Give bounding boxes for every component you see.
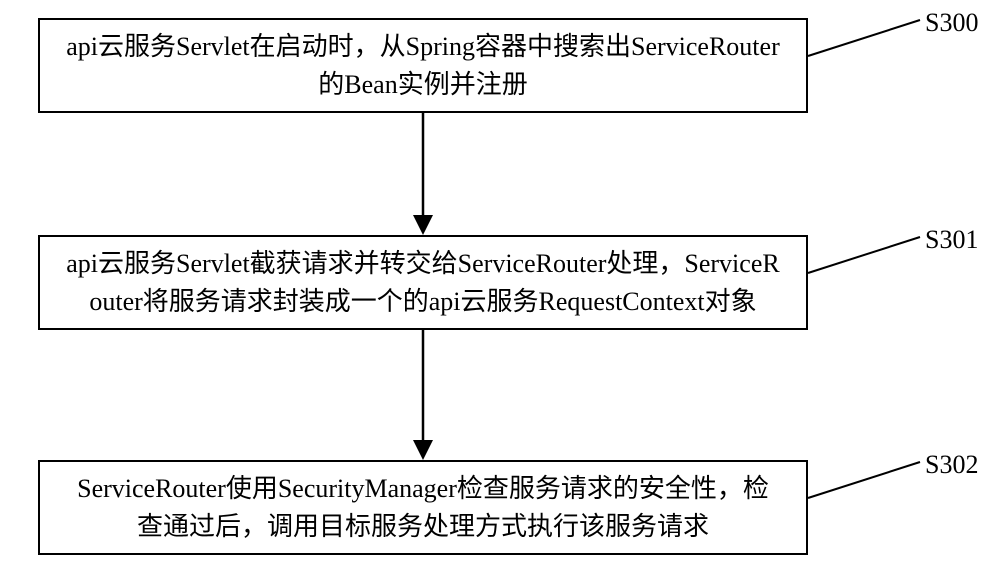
flowchart-canvas: api云服务Servlet在启动时，从Spring容器中搜索出ServiceRo…: [0, 0, 1000, 579]
connector-layer: [0, 0, 1000, 579]
